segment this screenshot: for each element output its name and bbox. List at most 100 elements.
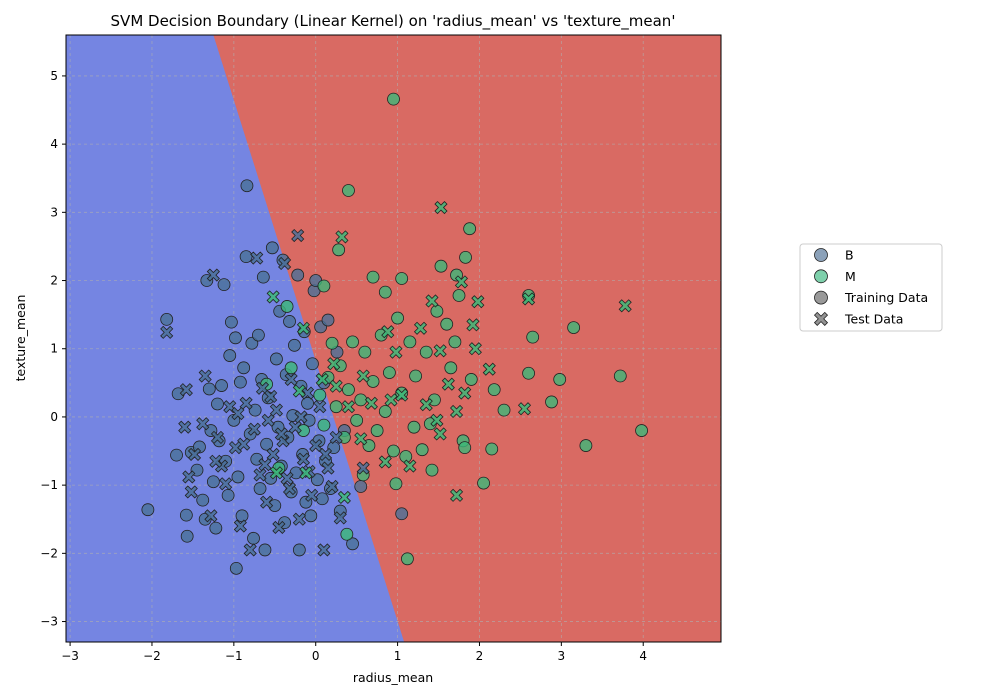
point-b-train: [221, 488, 235, 502]
point-b-test: [233, 519, 247, 533]
point-m-train: [459, 250, 472, 264]
point-m-train: [366, 375, 380, 388]
legend-marker-m: [814, 269, 828, 284]
point-b-train: [321, 313, 335, 327]
point-m-test: [335, 230, 349, 244]
point-m-train: [430, 304, 444, 318]
point-b-train: [283, 315, 296, 328]
point-b-test: [305, 488, 319, 502]
point-m-train: [497, 403, 511, 417]
legend: BM Training Data Test Data: [799, 243, 943, 332]
point-b-train: [395, 507, 409, 521]
point-m-test: [292, 384, 306, 398]
x-tick-label: 1: [394, 649, 402, 663]
point-m-train: [383, 366, 396, 380]
point-b-test: [288, 420, 302, 434]
point-m-test: [482, 362, 496, 376]
point-m-train: [350, 413, 364, 427]
point-m-test: [433, 427, 447, 441]
point-b-test: [178, 420, 192, 434]
point-b-test: [313, 400, 327, 414]
point-m-train: [401, 552, 414, 566]
point-m-test: [384, 393, 398, 407]
legend-marker-test-data: [813, 311, 829, 326]
y-tick-label: 3: [50, 205, 58, 219]
data-points: [141, 92, 648, 575]
y-axis-ticks: −3 −2 −1 0 1 2 3 4 5: [40, 69, 66, 629]
point-m-test: [434, 200, 448, 215]
point-m-train: [579, 439, 593, 452]
point-b-test: [187, 447, 202, 462]
point-m-test: [403, 459, 417, 473]
point-b-test: [292, 512, 306, 526]
point-b-test: [329, 430, 343, 444]
y-tick-label: 2: [50, 274, 58, 288]
point-m-train: [332, 243, 346, 257]
point-m-train: [545, 395, 558, 409]
point-m-train: [366, 270, 380, 284]
point-m-train: [463, 222, 477, 236]
point-b-train: [215, 379, 228, 392]
point-b-test: [284, 372, 298, 386]
legend-label-b: B: [845, 248, 854, 263]
point-b-train: [229, 561, 243, 575]
point-b-test: [356, 461, 370, 475]
point-m-test: [466, 318, 480, 332]
point-m-train: [567, 321, 581, 334]
point-b-test: [317, 543, 331, 557]
point-b-train: [224, 315, 238, 329]
x-tick-label: 4: [639, 649, 647, 663]
point-m-test: [468, 342, 482, 356]
legend-label-test-data: Test Data: [844, 311, 903, 326]
x-tick-label: −2: [143, 649, 161, 663]
point-m-train: [387, 92, 400, 106]
point-m-test: [315, 372, 329, 386]
point-m-train: [444, 361, 458, 375]
point-b-test: [294, 410, 308, 424]
point-m-train: [389, 477, 403, 491]
point-b-train: [233, 375, 247, 389]
legend-label-training-data: Training Data: [844, 290, 928, 305]
point-m-train: [434, 259, 448, 273]
y-tick-label: −2: [40, 546, 58, 560]
point-m-test: [454, 275, 469, 289]
point-m-test: [449, 404, 464, 419]
point-b-test: [253, 468, 267, 482]
point-m-train: [477, 476, 490, 490]
point-b-test: [219, 477, 233, 491]
point-m-train: [425, 463, 439, 477]
point-m-train: [419, 345, 433, 359]
point-m-train: [313, 388, 327, 402]
point-b-train: [292, 543, 306, 557]
point-b-test: [196, 417, 210, 431]
point-m-test: [378, 455, 392, 469]
point-m-test: [618, 299, 632, 313]
point-m-test: [419, 398, 433, 412]
plot-frame: [65, 34, 722, 643]
point-m-test: [329, 379, 343, 393]
point-m-test: [381, 325, 395, 339]
x-tick-label: 0: [312, 649, 320, 663]
point-b-test: [278, 256, 292, 271]
point-b-train: [306, 357, 319, 371]
point-b-train: [217, 278, 231, 292]
point-b-train: [291, 268, 305, 282]
point-m-test: [269, 466, 283, 480]
legend-marker-b: [814, 248, 828, 262]
point-m-train: [378, 405, 392, 418]
y-tick-label: −1: [40, 478, 58, 492]
point-b-test: [204, 509, 218, 523]
legend-marker-training-data: [814, 290, 828, 305]
point-b-test: [280, 471, 294, 485]
point-b-train: [253, 482, 267, 495]
point-m-train: [415, 443, 429, 457]
point-b-train: [235, 509, 249, 523]
point-b-test: [318, 447, 333, 462]
point-m-train: [391, 311, 404, 325]
point-m-train: [280, 300, 294, 313]
point-m-test: [356, 369, 370, 383]
point-b-train: [247, 531, 260, 545]
point-m-train: [395, 272, 409, 285]
point-m-train: [487, 383, 501, 397]
point-b-test: [250, 251, 264, 265]
